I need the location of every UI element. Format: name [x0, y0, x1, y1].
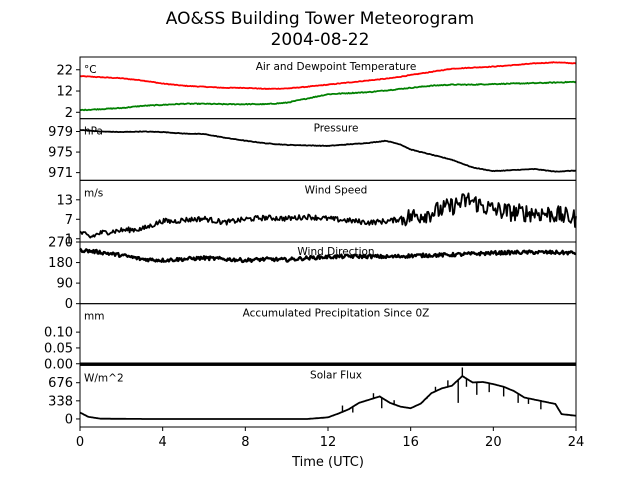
y-tick-label-wspd-0: 1 [65, 232, 73, 247]
y-tick-label-solar-2: 676 [48, 376, 73, 391]
series-line-temp-0 [79, 61, 577, 90]
x-tick-label-0: 0 [76, 435, 84, 450]
panel-solar: 0 338 676 Solar Flux W/m^2 [48, 364, 577, 428]
panel-unit-temp: °C [84, 64, 97, 76]
series-line-temp-1 [79, 80, 577, 112]
panel-precip: 0.000.050.10 Accumulated Precipitation Si… [44, 303, 577, 372]
y-tick-label-press-1: 975 [48, 146, 73, 161]
y-tick-label-press-2: 979 [48, 125, 73, 140]
chart-title: AO&SS Building Tower Meteorogram [166, 9, 474, 29]
panel-unit-wspd: m/s [84, 187, 103, 199]
panel-title-solar: Solar Flux [310, 369, 362, 381]
x-axis: 0 4 8 12 16 20 24 [76, 427, 584, 450]
panel-wspd: 1 7 13 Wind Speed m/s [56, 179, 577, 247]
panel-unit-precip: mm [84, 311, 104, 323]
panel-unit-solar: W/m^2 [84, 372, 124, 384]
x-tick-label-2: 8 [241, 435, 249, 450]
y-tick-label-wdir-2: 180 [48, 256, 73, 271]
x-tick-label-3: 12 [320, 435, 337, 450]
x-axis-label: Time (UTC) [291, 455, 364, 470]
panel-temp: 2 12 22 Air and Dewpoint Temperature °C [56, 56, 577, 121]
y-tick-label-precip-0: 0.00 [44, 357, 73, 372]
series-line-solar-0 [79, 375, 577, 420]
panel-unit-press: hPa [84, 126, 103, 138]
y-tick-label-wspd-1: 7 [65, 213, 73, 228]
y-tick-label-press-0: 971 [48, 166, 73, 181]
panel-title-precip: Accumulated Precipitation Since 0Z [243, 308, 430, 320]
y-tick-label-wdir-0: 0 [65, 297, 73, 312]
panel-wdir: 0 90 180 270 Wind Direction [48, 236, 577, 312]
y-tick-label-precip-2: 0.10 [44, 326, 73, 341]
series-line-press-0 [79, 129, 577, 173]
series-line-wspd-0 [79, 192, 577, 239]
y-tick-label-solar-0: 0 [65, 412, 73, 427]
series-line-wdir-0 [79, 247, 577, 264]
panel-title-temp: Air and Dewpoint Temperature [256, 61, 417, 73]
x-tick-label-5: 20 [485, 435, 502, 450]
x-tick-label-4: 16 [402, 435, 419, 450]
panel-title-press: Pressure [314, 123, 359, 135]
y-tick-label-wspd-2: 13 [56, 193, 73, 208]
x-tick-label-1: 4 [159, 435, 167, 450]
y-tick-label-temp-1: 12 [56, 85, 73, 100]
y-tick-label-temp-2: 22 [56, 63, 73, 78]
panel-press: 971 975 979 Pressure hPa [48, 118, 577, 181]
y-tick-label-wdir-3: 270 [48, 236, 73, 251]
panel-title-wdir: Wind Direction [297, 246, 374, 258]
y-tick-label-precip-1: 0.05 [44, 341, 73, 356]
panel-title-wspd: Wind Speed [305, 184, 368, 196]
y-tick-label-solar-1: 338 [48, 394, 73, 409]
x-tick-label-6: 24 [568, 435, 585, 450]
chart-subtitle: 2004-08-22 [271, 30, 370, 50]
y-tick-label-wdir-1: 90 [56, 277, 73, 292]
y-tick-label-temp-0: 2 [65, 106, 73, 121]
